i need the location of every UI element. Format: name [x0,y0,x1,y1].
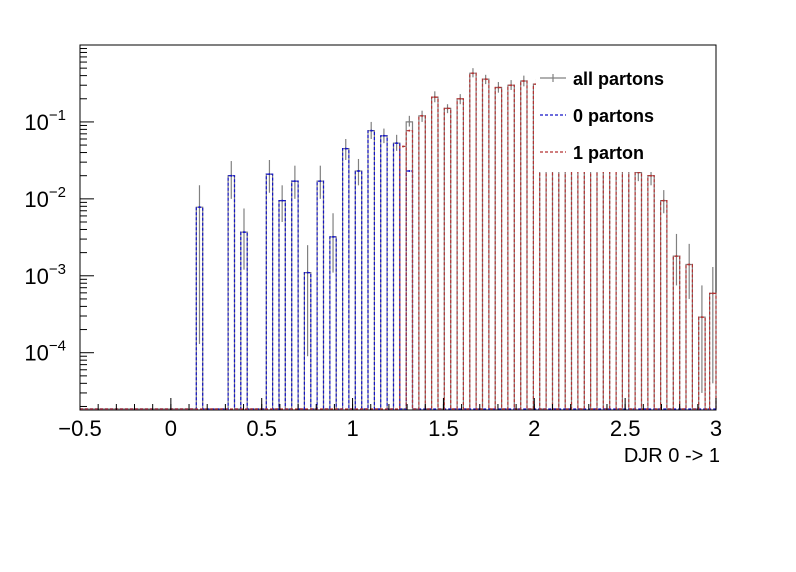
legend-label: all partons [573,69,664,89]
data-point [306,271,309,274]
legend-background [536,56,714,172]
data-point [382,134,385,137]
x-tick-label: 1 [346,416,358,441]
data-point [637,171,640,174]
data-point [408,120,411,123]
x-tick-label: 3 [710,416,722,441]
data-point [401,145,404,148]
data-point [395,142,398,145]
data-point [497,86,500,89]
legend-label: 0 partons [573,106,654,126]
data-point [700,316,703,319]
data-point [281,199,284,202]
data-point [650,174,653,177]
legend[interactable]: all partons 0 partons 1 parton [540,69,664,163]
axes-layer: −0.5 0 0.5 1 1.5 2 2.5 3 10−4 10−3 10−2 10−1 [24,44,722,441]
data-point [242,231,245,234]
data-point [711,292,714,295]
plot-area-border [79,44,717,411]
series-0-partons [80,129,716,410]
data-point [198,206,201,209]
series-layer [80,68,717,410]
x-tick-label: −0.5 [58,416,101,441]
data-point [293,180,296,183]
x-axis-title: DJR 0 -> 1 [624,445,720,467]
data-point [370,129,373,132]
data-point [408,129,411,132]
data-point [484,78,487,81]
data-point [421,114,424,117]
data-point [357,170,360,173]
x-tick-label: 1.5 [428,416,459,441]
data-point [319,180,322,183]
plot-frame [79,44,717,411]
data-point [688,263,691,266]
data-point [471,72,474,75]
y-tick-label: 10−1 [24,107,66,135]
x-tick-label: 0.5 [246,416,277,441]
legend-entry-0-partons[interactable]: 0 partons [540,106,654,126]
legend-label: 1 parton [573,143,644,163]
data-point [344,147,347,150]
data-point [268,173,271,176]
legend-box [536,56,714,172]
x-tick-label: 2 [528,416,540,441]
data-point [332,235,335,238]
data-point [459,97,462,100]
data-point [408,170,411,173]
series-1-parton [80,72,717,410]
data-point [510,84,513,87]
x-tick-label: 2.5 [610,416,641,441]
data-point [675,255,678,258]
y-tick-label: 10−2 [24,184,66,212]
data-point [433,96,436,99]
series-histogram-line [80,72,717,410]
data-point [446,107,449,110]
y-tick-label: 10−3 [24,261,66,289]
legend-entry-1-parton[interactable]: 1 parton [540,143,644,163]
data-point [230,174,233,177]
legend-entry-all-partons[interactable]: all partons [540,69,664,89]
data-point [662,199,665,202]
x-tick-label: 0 [165,416,177,441]
data-point [522,80,525,83]
y-tick-label: 10−4 [24,338,66,366]
